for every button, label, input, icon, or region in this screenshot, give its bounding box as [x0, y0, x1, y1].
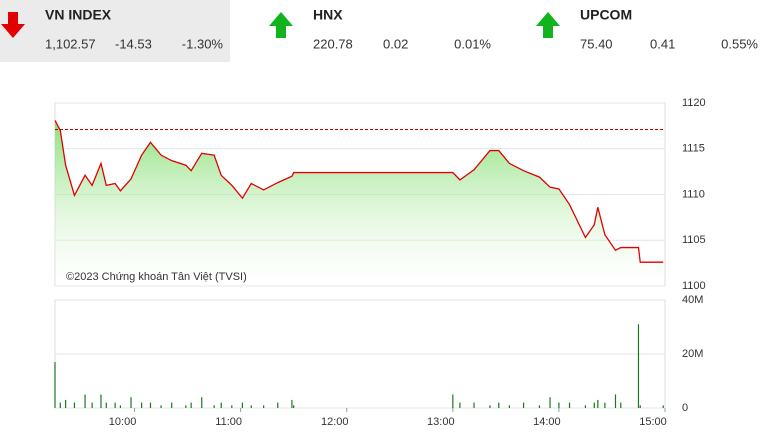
volume-bar	[231, 405, 233, 408]
index-name: UPCOM	[580, 7, 632, 23]
volume-bar	[291, 399, 293, 408]
volume-bar	[185, 405, 187, 408]
volume-bar	[84, 394, 86, 408]
index-value: 1,102.57	[45, 36, 96, 51]
index-percent: -1.30%	[182, 36, 224, 51]
index-change: 0.02	[383, 36, 408, 51]
volume-bar	[522, 402, 525, 408]
direction-arrow	[1, 12, 25, 38]
volume-bar	[473, 402, 475, 408]
index-change: -14.53	[115, 36, 152, 51]
volume-bar	[459, 402, 461, 408]
copyright: ©2023 Chứng khoán Tân Việt (TVSI)	[66, 271, 247, 283]
direction-arrow	[536, 12, 560, 38]
volume-bar	[54, 362, 56, 408]
index-name: HNX	[313, 7, 343, 23]
x-tick-label: 11:00	[215, 416, 242, 428]
index-value: 75.40	[580, 36, 613, 51]
volume-bar	[141, 402, 143, 408]
volume-bar	[593, 402, 595, 408]
index-value: 220.78	[313, 36, 353, 51]
volume-bar	[73, 402, 76, 408]
volume-bar	[105, 402, 107, 408]
volume-bar	[584, 405, 587, 408]
x-tick-label: 14:00	[533, 416, 561, 428]
volume-bar	[114, 402, 116, 408]
volume-bar	[568, 402, 571, 408]
volume-bar	[498, 402, 500, 408]
volume-bar	[241, 402, 244, 408]
volume-bar	[190, 402, 192, 408]
volume-bar	[91, 402, 93, 408]
y-tick-label: 1120	[682, 97, 706, 109]
x-tick-label: 12:00	[321, 416, 349, 428]
volume-bar	[614, 394, 617, 408]
volume-bar	[639, 405, 641, 408]
y-tick-label: 0	[682, 402, 688, 414]
volume-bar	[538, 405, 541, 408]
volume-bar	[293, 405, 295, 408]
volume-bar	[171, 402, 173, 408]
volume-bar	[558, 402, 560, 408]
volume-bar	[620, 402, 622, 408]
direction-arrow	[269, 12, 293, 38]
volume-bar	[201, 397, 203, 408]
charts: 1100 1105 1110 1115 1120 ©2023 Chứng khoán Tâ…	[54, 97, 706, 428]
volume-bar	[250, 405, 252, 408]
index-change: 0.41	[650, 36, 675, 51]
y-tick-label: 1115	[682, 143, 705, 155]
y-tick-label: 1105	[682, 234, 706, 246]
volume-bar	[220, 402, 222, 408]
index-percent: 0.01%	[454, 36, 491, 51]
y-tick-label: 1100	[682, 280, 706, 292]
volume-bar	[130, 397, 132, 408]
volume-bar	[604, 402, 606, 408]
volume-bar	[277, 402, 279, 408]
volume-bar	[65, 399, 67, 408]
header: VN INDEX 1,102.57 -14.53 -1.30% HNX 220.78 0.0…	[0, 0, 758, 62]
volume-bar	[263, 405, 265, 408]
volume-bar	[100, 394, 102, 408]
tile-bg	[0, 0, 230, 62]
volume-bar	[59, 402, 61, 408]
volume-bar	[597, 399, 599, 408]
volume-bar	[452, 394, 454, 408]
volume-bar	[119, 405, 122, 408]
volume-bar	[213, 405, 215, 408]
y-tick-label: 20M	[682, 348, 703, 360]
x-tick-label: 15:00	[639, 416, 667, 428]
x-tick-label: 13:00	[427, 416, 455, 428]
volume-bar	[149, 402, 152, 408]
volume-bar	[637, 324, 640, 408]
x-tick-label: 10:00	[109, 416, 137, 428]
index-name: VN INDEX	[45, 7, 112, 23]
y-tick-label: 40M	[682, 294, 703, 306]
volume-bar	[489, 405, 491, 408]
price-line	[54, 120, 664, 263]
volume-bar	[160, 405, 162, 408]
area-fill	[55, 120, 664, 286]
volume-bar	[549, 397, 551, 408]
volume-bar	[662, 405, 664, 408]
index-percent: 0.55%	[721, 36, 758, 51]
volume-bar	[508, 405, 511, 408]
y-tick-label: 1110	[682, 188, 705, 200]
